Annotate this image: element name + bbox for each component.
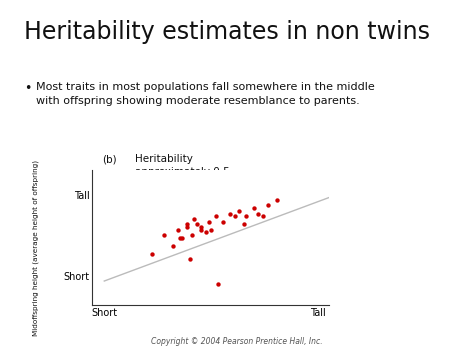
Point (243, 213, 250, 219)
Point (255, 211, 262, 217)
Point (198, 224, 205, 230)
Point (207, 227, 215, 233)
Point (183, 224, 191, 230)
Text: •: • (24, 82, 31, 95)
Point (193, 222, 201, 227)
Text: Midoffspring height (average height of offspring): Midoffspring height (average height of o… (32, 160, 39, 337)
Point (273, 197, 281, 203)
Point (250, 205, 257, 211)
Point (240, 222, 248, 227)
Point (236, 208, 243, 214)
Point (219, 219, 227, 224)
Point (214, 281, 222, 286)
Point (264, 203, 272, 208)
Text: Copyright © 2004 Pearson Prentice Hall, Inc.: Copyright © 2004 Pearson Prentice Hall, … (151, 337, 323, 346)
Point (160, 232, 167, 238)
Point (179, 235, 186, 241)
Point (186, 257, 193, 262)
Point (198, 227, 205, 233)
Point (202, 230, 210, 235)
Text: Most traits in most populations fall somewhere in the middle
with offspring show: Most traits in most populations fall som… (36, 82, 374, 106)
Text: Heritability
approximately 0.5: Heritability approximately 0.5 (135, 154, 230, 177)
Text: Heritability estimates in non twins: Heritability estimates in non twins (24, 20, 430, 44)
Point (231, 213, 238, 219)
Point (205, 219, 212, 224)
Point (191, 216, 198, 222)
Point (259, 213, 267, 219)
Point (226, 211, 234, 217)
Point (188, 232, 196, 238)
Text: (b): (b) (102, 154, 117, 164)
Point (148, 251, 155, 257)
Point (169, 243, 177, 249)
Point (174, 227, 182, 233)
Point (176, 235, 184, 241)
Point (212, 213, 219, 219)
Point (183, 222, 191, 227)
